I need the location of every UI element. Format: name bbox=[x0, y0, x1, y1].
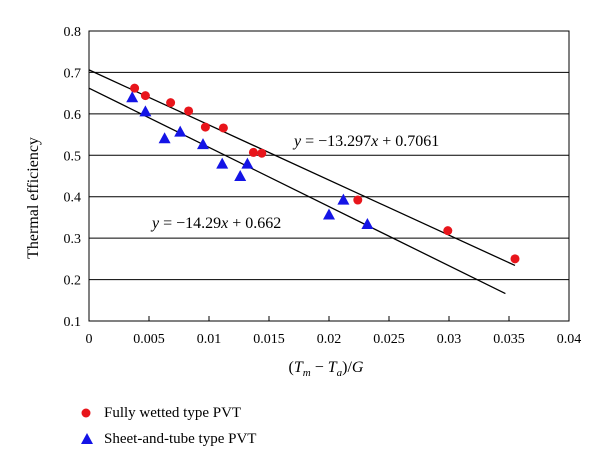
fit-lines bbox=[88, 69, 516, 295]
x-tick-label: 0.025 bbox=[373, 332, 405, 347]
circle-marker-icon bbox=[80, 406, 102, 420]
point-sheet-and-tube bbox=[158, 132, 171, 144]
x-tick-label: 0.005 bbox=[133, 332, 165, 347]
point-sheet-and-tube bbox=[241, 157, 254, 169]
point-fully-wetted bbox=[130, 83, 140, 93]
x-tick-label: 0.01 bbox=[197, 332, 222, 347]
fit-equation-sheet-and-tube: y = −14.29x + 0.662 bbox=[150, 215, 281, 232]
legend-item-fully-wetted: Fully wetted type PVT bbox=[80, 400, 256, 426]
y-axis-label: Thermal efficiency bbox=[25, 137, 42, 259]
y-tick-label: 0.7 bbox=[64, 66, 82, 81]
x-axis-label-g: G bbox=[352, 359, 364, 376]
x-tick-label: 0.02 bbox=[317, 332, 342, 347]
x-tick-label: 0.035 bbox=[493, 332, 525, 347]
x-axis-label-s1: m bbox=[303, 367, 311, 379]
fit-equation-fully-wetted: y = −13.297x + 0.7061 bbox=[292, 133, 439, 150]
x-axis-label-minus: − bbox=[311, 359, 328, 376]
point-fully-wetted bbox=[443, 226, 453, 236]
point-sheet-and-tube bbox=[361, 218, 374, 230]
point-fully-wetted bbox=[257, 148, 267, 158]
y-tick-label: 0.3 bbox=[64, 232, 82, 247]
legend-label: Sheet-and-tube type PVT bbox=[104, 430, 257, 447]
legend: Fully wetted type PVT Sheet-and-tube typ… bbox=[80, 400, 256, 452]
point-fully-wetted bbox=[184, 106, 194, 116]
y-tick-label: 0.1 bbox=[64, 315, 82, 330]
x-axis-label-t1: T bbox=[294, 359, 304, 376]
point-sheet-and-tube bbox=[139, 105, 152, 117]
y-tick-label: 0.4 bbox=[64, 191, 82, 206]
point-fully-wetted bbox=[353, 195, 363, 205]
x-axis-label-close: )/ bbox=[342, 359, 352, 376]
point-fully-wetted bbox=[200, 122, 210, 132]
x-tick-label: 0.03 bbox=[437, 332, 462, 347]
y-tick-label: 0.2 bbox=[64, 274, 82, 289]
y-tick-label: 0.8 bbox=[64, 25, 82, 40]
point-fully-wetted bbox=[248, 147, 258, 157]
triangle-marker-icon bbox=[80, 432, 102, 446]
plot-frame bbox=[88, 30, 570, 322]
x-tick-label: 0 bbox=[86, 332, 93, 347]
point-fully-wetted bbox=[140, 91, 150, 101]
grid-lines bbox=[89, 71, 569, 281]
fit-line bbox=[88, 87, 506, 295]
x-axis-label-s2: a bbox=[337, 367, 343, 379]
x-tick-label: 0.015 bbox=[253, 332, 285, 347]
data-points bbox=[126, 83, 520, 264]
y-axis-ticks: 0.1 0.2 0.3 0.4 0.5 0.6 0.7 0.8 bbox=[64, 25, 82, 330]
x-axis-ticks: 0 0.005 0.01 0.015 0.02 0.025 0.03 0.035 0.04 bbox=[86, 316, 582, 347]
x-axis-label-open: ( bbox=[289, 359, 294, 376]
point-sheet-and-tube bbox=[337, 193, 350, 205]
point-sheet-and-tube bbox=[197, 138, 209, 150]
legend-item-sheet-and-tube: Sheet-and-tube type PVT bbox=[80, 426, 256, 452]
y-tick-label: 0.5 bbox=[64, 149, 82, 164]
x-axis-label: (Tm − Ta)/G bbox=[289, 359, 364, 379]
point-fully-wetted bbox=[510, 254, 520, 264]
point-fully-wetted bbox=[166, 98, 176, 108]
point-sheet-and-tube bbox=[174, 125, 187, 137]
point-sheet-and-tube bbox=[234, 170, 247, 181]
point-fully-wetted bbox=[218, 123, 228, 133]
chart-svg: 0 0.005 0.01 0.015 0.02 0.025 0.03 0.035 0.04 0.… bbox=[25, 25, 582, 379]
y-tick-label: 0.6 bbox=[64, 108, 82, 123]
legend-label: Fully wetted type PVT bbox=[104, 404, 242, 421]
x-tick-label: 0.04 bbox=[557, 332, 582, 347]
x-axis-label-t2: T bbox=[328, 359, 338, 376]
fit-line bbox=[88, 69, 516, 267]
point-sheet-and-tube bbox=[216, 157, 229, 169]
point-sheet-and-tube bbox=[323, 208, 335, 220]
point-sheet-and-tube bbox=[126, 91, 139, 103]
